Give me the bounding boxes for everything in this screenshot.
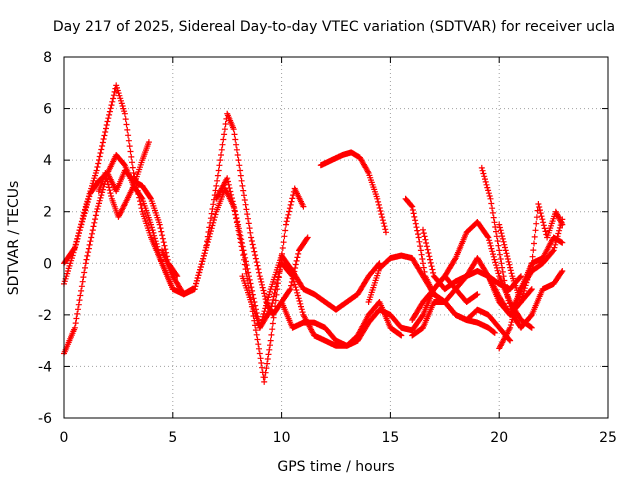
y-tick-label: -6 xyxy=(38,411,52,427)
plus-markers xyxy=(95,139,152,220)
x-tick-label: 20 xyxy=(490,430,508,446)
axis-ticks xyxy=(63,56,609,419)
y-axis-label: SDTVAR / TECUs xyxy=(6,181,22,296)
series-arc-4 xyxy=(95,139,152,220)
plus-markers xyxy=(478,164,566,331)
x-tick-label: 15 xyxy=(381,430,399,446)
plus-markers xyxy=(239,252,383,331)
chart-title: Day 217 of 2025, Sidereal Day-to-day VTE… xyxy=(53,19,615,35)
plus-markers xyxy=(496,201,566,305)
series-arc-8 xyxy=(239,252,383,331)
data-points xyxy=(61,82,566,385)
plus-markers xyxy=(61,82,196,298)
y-tick-label: 2 xyxy=(43,205,52,221)
series-arc-10 xyxy=(317,149,389,236)
x-tick-label: 0 xyxy=(60,430,69,446)
tick-labels: 0 5 10 15 20 25 -6 -4 -2 0 2 4 6 8 xyxy=(38,50,617,446)
plus-markers xyxy=(213,175,405,349)
series-arc-19 xyxy=(496,201,566,305)
x-tick-label: 10 xyxy=(273,430,291,446)
y-tick-label: 0 xyxy=(43,256,52,272)
series-arc-7 xyxy=(213,175,405,349)
plus-markers xyxy=(317,149,389,236)
series-arc-16 xyxy=(478,164,566,331)
x-tick-label: 25 xyxy=(599,430,617,446)
y-tick-label: -4 xyxy=(38,359,52,375)
y-tick-label: 4 xyxy=(43,153,52,169)
y-tick-label: -2 xyxy=(38,308,52,324)
y-tick-label: 8 xyxy=(43,50,52,66)
y-tick-label: 6 xyxy=(43,102,52,118)
grid xyxy=(64,57,608,418)
x-tick-label: 5 xyxy=(168,430,177,446)
x-axis-label: GPS time / hours xyxy=(277,459,394,475)
plot-frame xyxy=(63,56,609,419)
series-arc-1 xyxy=(61,82,196,298)
